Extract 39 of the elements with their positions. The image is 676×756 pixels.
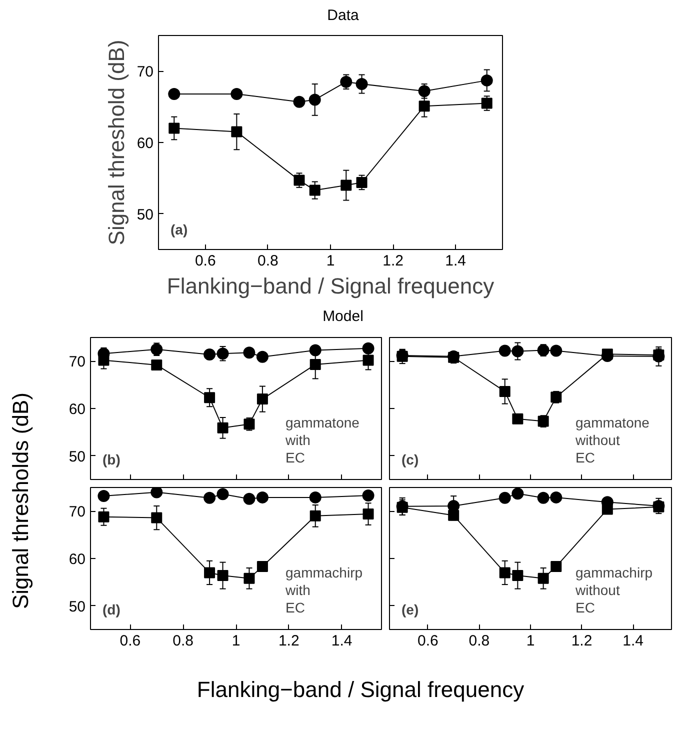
annotation: (c) — [402, 451, 419, 468]
x-tick-label: 1.2 — [278, 632, 300, 650]
y-tick-label: 60 — [68, 550, 86, 568]
y-tick-label: 70 — [68, 504, 86, 521]
annotation: gammatone without EC — [574, 414, 650, 466]
annotation: (a) — [170, 222, 188, 238]
x-tick-label: 1 — [326, 252, 335, 270]
x-tick-label: 0.8 — [258, 252, 278, 270]
x-tick-label: 0.6 — [418, 632, 438, 650]
y-tick-label: 60 — [136, 135, 154, 152]
y-axis-title: Signal threshold (dB) — [104, 40, 129, 246]
annotation: (e) — [402, 601, 419, 618]
x-tick-label: 0.6 — [194, 252, 216, 270]
x-tick-label: 0.8 — [172, 632, 194, 650]
x-tick-label: 1.4 — [445, 252, 466, 270]
y-tick-label: 50 — [68, 598, 86, 616]
annotation: gammachirp with EC — [284, 564, 363, 616]
x-tick-label: 1.2 — [571, 632, 592, 650]
annotation: gammachirp without EC — [574, 564, 653, 616]
y-axis-title: Signal thresholds (dB) — [7, 392, 34, 610]
x-tick-label: 0.6 — [120, 632, 141, 650]
y-tick-label: 70 — [68, 354, 86, 371]
x-tick-label: 1 — [232, 632, 240, 650]
chart-title: Model — [322, 307, 364, 328]
x-tick-label: 0.8 — [468, 632, 490, 650]
x-axis-title: Flanking−band / Signal frequency — [166, 274, 494, 299]
x-tick-label: 1.4 — [331, 632, 352, 650]
y-tick-label: 50 — [136, 206, 154, 224]
y-tick-label: 70 — [136, 64, 154, 82]
y-tick-label: 50 — [68, 448, 86, 466]
y-tick-label: 60 — [68, 400, 86, 418]
x-tick-label: 1.4 — [622, 632, 644, 650]
chart-title: Data — [327, 6, 359, 26]
x-axis-title: Flanking−band / Signal frequency — [196, 676, 524, 704]
x-tick-label: 1.2 — [382, 252, 404, 270]
annotation: (d) — [102, 601, 120, 618]
annotation: (b) — [102, 451, 120, 468]
x-tick-label: 1 — [526, 632, 535, 650]
annotation: gammatone with EC — [284, 414, 360, 466]
